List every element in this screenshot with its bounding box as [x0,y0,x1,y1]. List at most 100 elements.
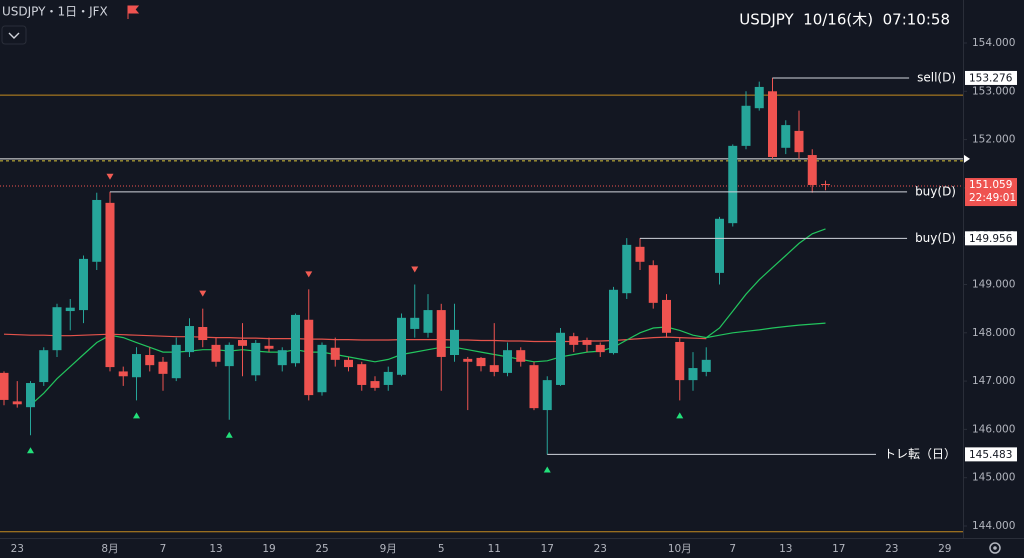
candle-body [715,218,724,273]
axis-label: 153.276 [969,72,1013,84]
candle-body [569,336,579,345]
candle-body [224,344,234,367]
candle-body [277,350,287,366]
x-tick-label: 17 [832,543,845,555]
signal-up [225,431,233,438]
x-tick-label: 23 [885,543,898,555]
candle-body [132,354,141,378]
candle-body [423,310,433,333]
candle-body [741,105,751,146]
signal-up [543,466,551,473]
candle-body [768,91,777,157]
candle-body [397,317,406,375]
last-price-box [965,178,1017,207]
x-tick-label: 13 [779,543,792,555]
x-tick-label: 19 [262,543,275,555]
candle-body [675,341,685,381]
y-tick-label: 153.000 [972,85,1015,97]
signal-down [199,290,207,297]
y-tick-label: 148.000 [972,327,1015,339]
candle-body [450,329,459,356]
signal-up [676,412,684,419]
level-marker [964,154,970,163]
candle-body [728,145,738,224]
candle-body [556,332,565,385]
x-tick-label: 29 [938,543,951,555]
signal-down [411,266,419,273]
signal-down [106,173,114,180]
x-tick-label: 25 [315,543,328,555]
candle-body [821,184,830,186]
axis-label-box [965,447,1017,462]
chevron-icon [8,32,20,39]
y-tick-label: 152.000 [972,134,1015,146]
candle-body [476,357,486,367]
candle-body [463,358,473,362]
annotation-label: sell(D) [917,70,956,84]
last-price: 151.059 [969,179,1012,191]
annotation-label: トレ転（日） [884,447,956,461]
flag-icon[interactable] [127,5,140,19]
y-tick-label: 147.000 [972,375,1015,387]
gear-outer[interactable] [989,542,1001,554]
candle-body [542,380,552,411]
candle-body [158,361,168,374]
x-tick-label: 7 [160,543,167,555]
x-tick-label: 5 [438,543,445,555]
candle-body [701,359,711,372]
candle-body [105,202,115,368]
candle-body [145,355,155,366]
y-tick-label: 154.000 [972,37,1015,49]
collapse-button[interactable] [1,25,27,45]
x-tick-label: 8月 [101,543,118,555]
annotation-label: buy(D) [915,184,956,198]
candle-body [503,350,512,373]
axis-label-box [965,231,1017,246]
header-clock: USDJPY 10/16(木) 07:10:58 [739,11,950,29]
x-tick-label: 13 [209,543,222,555]
candle-body [330,347,340,360]
candle-body [648,265,658,303]
candle-body [436,310,446,357]
candle-body [410,317,420,329]
x-tick-label: 11 [488,543,501,555]
candle-body [529,365,539,409]
countdown: 22:49:01 [969,192,1016,204]
candle-body [238,340,247,346]
candle-body [781,125,791,148]
candle-body [807,155,817,185]
candle-body [92,199,102,262]
candle-body [118,371,128,377]
candle-body [264,345,274,349]
candle-body [185,326,194,353]
x-tick-label: 10月 [668,543,692,555]
axis-label-box [965,70,1017,85]
candle-body [251,342,261,376]
candle-body [662,299,671,333]
x-tick-label: 23 [11,543,24,555]
candle-body [609,289,618,354]
candle-body [171,344,181,379]
signal-up [133,412,140,419]
candle-body [291,314,300,364]
candle-body [582,340,592,345]
candle-body [52,307,62,351]
candle-body [198,326,208,341]
gear-inner[interactable] [993,546,997,550]
candle-body [489,365,499,372]
candle-body [344,359,353,368]
candle-body [754,86,764,109]
settings-gear[interactable] [989,542,1001,554]
moving-average [30,228,826,406]
axis-label: 145.483 [969,449,1012,461]
candle-body [595,344,605,353]
axis-label: 149.956 [969,233,1013,245]
y-tick-label: 149.000 [972,278,1015,290]
candle-body [635,246,645,262]
symbol-title: USDJPY・1日・JFX [2,5,108,19]
candle-body [65,307,75,312]
moving-average [706,322,826,339]
